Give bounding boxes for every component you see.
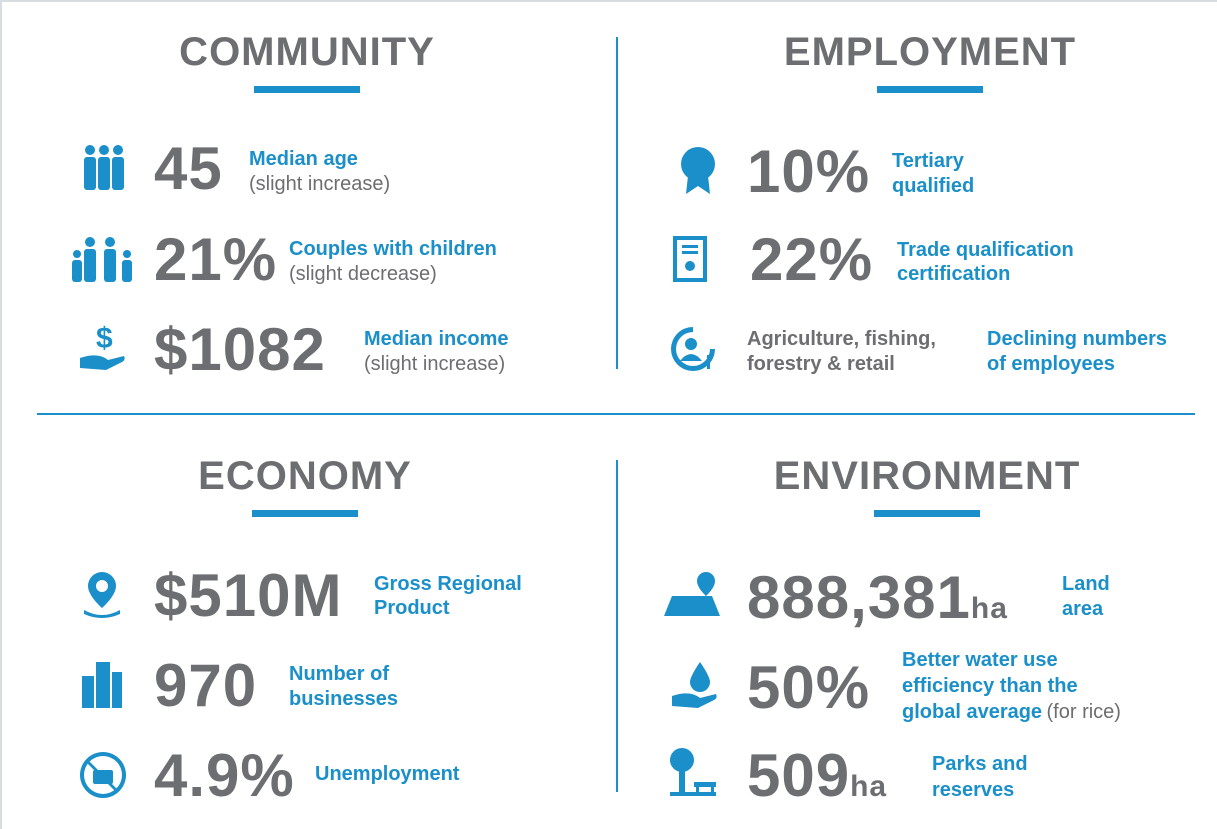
stat-value: 50% — [747, 654, 871, 721]
stat-value: 970 — [154, 652, 258, 719]
section-title: ECONOMY — [198, 454, 412, 498]
stat-label: certification — [897, 263, 1011, 285]
unemployment-icon — [80, 752, 126, 798]
stat-label: Declining numbers — [987, 328, 1168, 350]
worker-icon — [671, 327, 715, 371]
stat-note: (slight increase) — [249, 173, 391, 195]
stat-unit: ha — [970, 592, 1008, 625]
water-icon — [672, 662, 717, 708]
stat-label: global average — [902, 701, 1043, 723]
title-bar — [877, 86, 983, 93]
stat-label: Parks and — [932, 753, 1028, 775]
map-icon — [664, 572, 720, 616]
buildings-icon — [82, 662, 122, 708]
stat-value: 21% — [154, 226, 278, 293]
stat-label: Tertiary — [892, 150, 964, 172]
stat-label-line: global average (for rice) — [902, 700, 1121, 725]
stat-label: Median income — [364, 328, 509, 350]
income-icon: $ — [80, 322, 125, 370]
title-bar — [874, 510, 980, 517]
divider — [616, 460, 618, 792]
stat-label: Land — [1062, 573, 1110, 595]
stat-label: Product — [374, 597, 450, 619]
people-icon — [84, 145, 124, 190]
award-icon — [681, 147, 715, 194]
svg-text:$: $ — [96, 322, 113, 355]
stat-value: 45 — [154, 135, 223, 202]
stat-number: 888,381 — [747, 564, 971, 631]
stat-note: (slight decrease) — [289, 263, 437, 285]
section-title: ENVIRONMENT — [773, 454, 1081, 498]
stat-label: Gross Regional — [374, 573, 522, 595]
location-icon — [84, 572, 120, 618]
stat-note: (slight increase) — [364, 353, 506, 375]
section-title: COMMUNITY — [179, 30, 435, 74]
stat-label: Better water use — [902, 649, 1058, 671]
divider — [37, 413, 1195, 415]
sector-text: Agriculture, fishing, — [747, 328, 936, 350]
stat-number: 509 — [747, 742, 851, 809]
stat-value: 22% — [750, 226, 874, 293]
title-bar — [254, 86, 360, 93]
stat-label: qualified — [892, 175, 975, 197]
stat-label: Median age — [249, 148, 358, 170]
certificate-icon — [673, 236, 707, 282]
stat-value: $1082 — [154, 316, 326, 383]
stat-value: 888,381ha — [747, 568, 1008, 639]
stat-unit: ha — [850, 770, 888, 803]
stat-label: efficiency than the — [902, 675, 1078, 697]
stat-label: businesses — [289, 688, 398, 710]
stat-label: of employees — [987, 353, 1115, 375]
section-title: EMPLOYMENT — [783, 30, 1077, 74]
family-icon — [72, 237, 132, 282]
stat-label: area — [1062, 598, 1104, 620]
park-icon — [670, 748, 716, 796]
stat-value: 10% — [747, 138, 871, 205]
stat-note: (for rice) — [1046, 701, 1121, 723]
sector-text: forestry & retail — [747, 353, 895, 375]
stat-label: reserves — [932, 779, 1015, 801]
stat-value: 509ha — [747, 746, 887, 817]
title-bar — [252, 510, 358, 517]
stat-label: Couples with children — [289, 238, 497, 260]
divider — [616, 37, 618, 369]
stat-label: Number of — [289, 663, 389, 685]
stat-label: Unemployment — [315, 763, 460, 785]
stat-label: Trade qualification — [897, 239, 1074, 261]
stat-value: $510M — [154, 562, 343, 629]
stat-value: 4.9% — [154, 742, 295, 809]
